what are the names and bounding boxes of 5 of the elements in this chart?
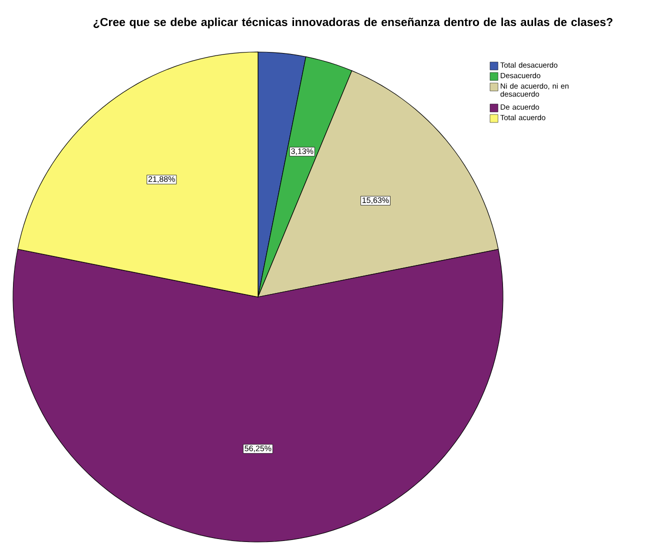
data-label: 3,13% xyxy=(291,148,314,155)
data-label: 15,63% xyxy=(362,197,389,204)
data-label: 56,25% xyxy=(244,446,272,452)
chart-title: ¿Cree que se debe aplicar técnicas innovadoras de enseñanza dentro de las aulas de clases? xyxy=(94,18,612,28)
data-label: 21,88% xyxy=(148,176,175,183)
